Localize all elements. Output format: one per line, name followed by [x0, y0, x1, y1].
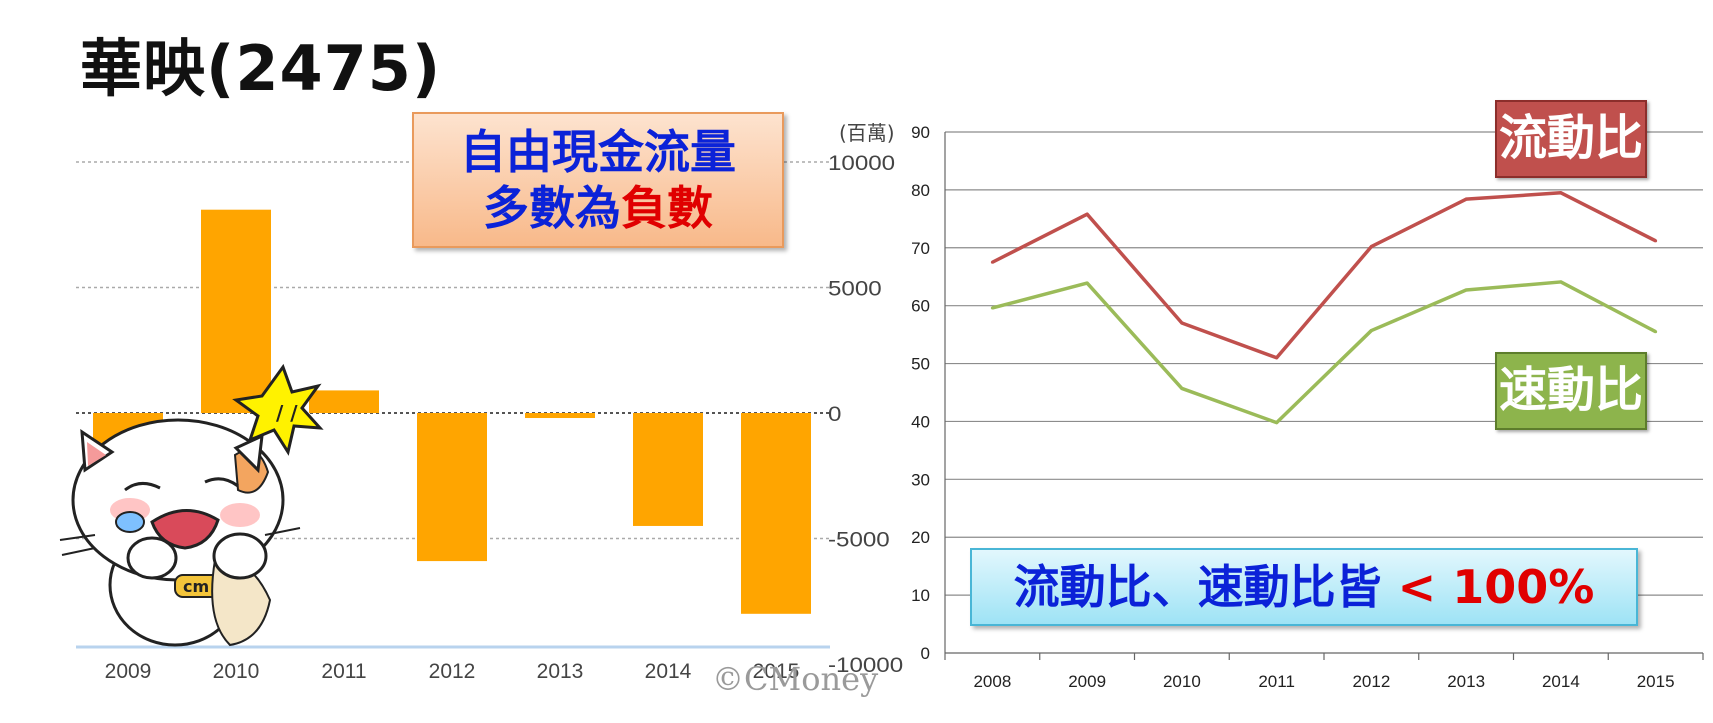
quick-ratio-line-point: [1369, 329, 1373, 333]
quick-ratio-line-point: [1559, 280, 1563, 284]
line-y-tick-label: 60: [911, 297, 930, 316]
line-y-tick-label: 80: [911, 181, 930, 200]
current-ratio-line-point: [1559, 191, 1563, 195]
current-ratio-line-point: [1369, 245, 1373, 249]
current-ratio-line-point: [1464, 197, 1468, 201]
current-ratio-line-point: [1654, 239, 1658, 243]
line-x-tick-label: 2009: [1068, 672, 1106, 691]
line-y-tick-label: 90: [911, 123, 930, 142]
line-x-tick-label: 2014: [1542, 672, 1580, 691]
line-y-tick-label: 10: [911, 586, 930, 605]
quick-ratio-line-point: [1275, 421, 1279, 425]
bar-x-tick-label: 2010: [213, 660, 260, 683]
fcf-bar: [309, 390, 379, 413]
bar-y-tick-label: 5000: [828, 277, 882, 300]
fcf-bar: [93, 413, 163, 459]
current-ratio-line-point: [1180, 321, 1184, 325]
bar-x-tick-label: 2012: [429, 660, 476, 683]
ratio-note-callout: 流動比、速動比皆 < 100%: [970, 548, 1638, 626]
line-x-tick-label: 2012: [1352, 672, 1390, 691]
fcf-callout-line1: 自由現金流量: [460, 125, 736, 179]
current-ratio-label: 流動比: [1495, 100, 1647, 178]
page-title: 華映(2475): [80, 32, 442, 105]
fcf-bar: [633, 413, 703, 526]
fcf-bar: [417, 413, 487, 562]
line-x-tick-label: 2015: [1637, 672, 1675, 691]
quick-ratio-line-point: [1654, 330, 1658, 334]
bar-y-tick-label: -10000: [828, 653, 903, 676]
quick-ratio-line-point: [1085, 281, 1089, 285]
bar-unit-label: (百萬): [839, 121, 895, 145]
bar-x-tick-label: 2014: [645, 660, 692, 683]
ratio-note-emph: < 100%: [1397, 560, 1595, 614]
line-y-tick-label: 40: [911, 412, 930, 431]
fcf-bar: [201, 209, 271, 413]
line-y-tick-label: 50: [911, 355, 930, 374]
line-x-tick-label: 2010: [1163, 672, 1201, 691]
bar-x-tick-label: 2009: [105, 660, 152, 683]
line-y-tick-label: 70: [911, 239, 930, 258]
fcf-callout-emph: 負數: [621, 181, 713, 235]
bar-x-tick-label: 2015: [753, 660, 800, 683]
fcf-callout-line2: 多數為負數: [414, 180, 782, 236]
bar-y-tick-label: 10000: [828, 151, 895, 174]
bar-x-tick-label: 2013: [537, 660, 584, 683]
fcf-callout: 自由現金流量 多數為負數: [412, 112, 784, 248]
quick-ratio-line-point: [990, 306, 994, 310]
ratio-note-main: 流動比、速動比皆: [1013, 560, 1398, 614]
current-ratio-line-point: [1085, 212, 1089, 216]
bar-y-tick-label: 0: [828, 402, 841, 425]
bar-x-tick-label: 2011: [321, 660, 366, 683]
line-x-tick-label: 2011: [1258, 672, 1295, 691]
quick-ratio-label: 速動比: [1495, 352, 1647, 430]
fcf-bar: [741, 413, 811, 614]
fcf-bar: [525, 413, 595, 419]
fcf-callout-prefix: 多數為: [483, 181, 621, 235]
line-x-tick-label: 2013: [1447, 672, 1485, 691]
bar-y-tick-label: -5000: [828, 528, 890, 551]
quick-ratio-line-point: [1180, 386, 1184, 390]
current-ratio-line-point: [990, 260, 994, 264]
current-ratio-line-point: [1275, 356, 1279, 360]
line-y-tick-label: 30: [911, 470, 930, 489]
watermark: ©CMoney: [712, 660, 879, 698]
current-ratio-line: [991, 191, 1657, 360]
line-x-tick-label: 2008: [973, 672, 1011, 691]
quick-ratio-line-point: [1464, 288, 1468, 292]
line-y-tick-label: 20: [911, 528, 930, 547]
quick-ratio-line: [991, 280, 1657, 425]
line-y-tick-label: 0: [921, 644, 930, 663]
